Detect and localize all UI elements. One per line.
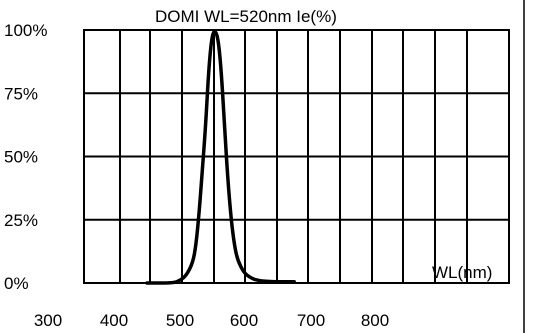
y-tick-labels: 0% 25% 50% 75% 100% (4, 21, 47, 293)
x-tick-label: 400 (100, 311, 128, 330)
chart-title: DOMI WL=520nm Ie(%) (155, 7, 337, 26)
y-tick-label: 0% (4, 274, 29, 293)
x-tick-label: 800 (361, 311, 389, 330)
series-line (145, 29, 296, 285)
y-tick-label: 50% (4, 148, 38, 167)
x-tick-label: 700 (297, 311, 325, 330)
series-group (145, 29, 296, 285)
x-tick-labels: 300 400 500 600 700 800 (34, 311, 389, 330)
x-tick-label: 500 (166, 311, 194, 330)
y-tick-label: 100% (4, 21, 47, 40)
y-tick-label: 75% (4, 84, 38, 103)
x-axis-label: WL(nm) (432, 263, 492, 282)
y-tick-label: 25% (4, 211, 38, 230)
x-tick-label: 600 (230, 311, 258, 330)
x-tick-label: 300 (34, 311, 62, 330)
grid (84, 30, 509, 283)
